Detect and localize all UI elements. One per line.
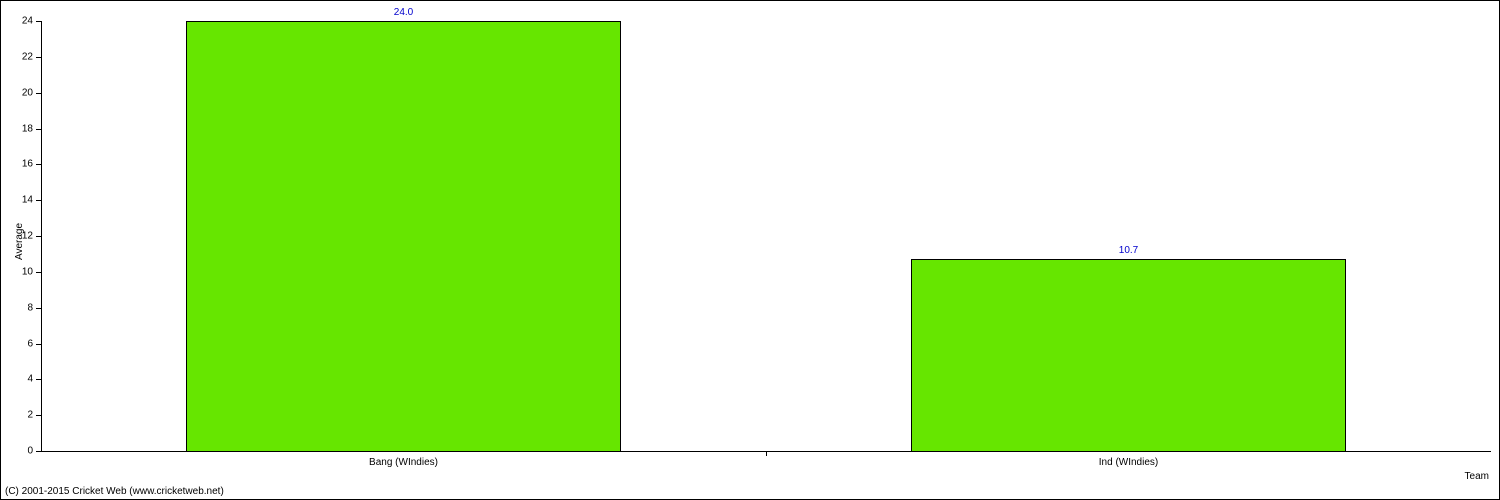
- y-tick-label: 0: [1, 446, 33, 457]
- y-tick: [36, 451, 41, 452]
- y-tick: [36, 57, 41, 58]
- y-tick: [36, 200, 41, 201]
- y-tick-label: 10: [1, 266, 33, 277]
- y-tick-label: 18: [1, 123, 33, 134]
- x-tick-label: Bang (WIndies): [369, 457, 438, 468]
- y-tick: [36, 164, 41, 165]
- bar-value-label: 24.0: [394, 7, 413, 18]
- copyright-text: (C) 2001-2015 Cricket Web (www.cricketwe…: [5, 486, 224, 497]
- y-axis-title: Average: [14, 223, 25, 260]
- y-axis-line: [41, 21, 42, 451]
- y-tick-label: 22: [1, 51, 33, 62]
- y-tick-label: 6: [1, 338, 33, 349]
- y-tick: [36, 379, 41, 380]
- y-tick: [36, 129, 41, 130]
- y-tick-label: 8: [1, 302, 33, 313]
- y-tick-label: 24: [1, 16, 33, 27]
- y-tick: [36, 272, 41, 273]
- y-tick-label: 16: [1, 159, 33, 170]
- y-tick: [36, 344, 41, 345]
- y-tick: [36, 308, 41, 309]
- x-tick: [766, 451, 767, 456]
- y-tick: [36, 21, 41, 22]
- y-tick-label: 20: [1, 87, 33, 98]
- y-tick-label: 4: [1, 374, 33, 385]
- x-tick-label: Ind (WIndies): [1099, 457, 1158, 468]
- bar-value-label: 10.7: [1119, 245, 1138, 256]
- y-tick: [36, 415, 41, 416]
- y-tick-label: 2: [1, 410, 33, 421]
- bar: [186, 21, 621, 451]
- y-tick: [36, 93, 41, 94]
- x-axis-title: Team: [1465, 471, 1489, 482]
- y-tick: [36, 236, 41, 237]
- chart-container: 024681012141618202224 24.010.7 Bang (WIn…: [0, 0, 1500, 500]
- y-tick-label: 14: [1, 195, 33, 206]
- bar: [911, 259, 1346, 451]
